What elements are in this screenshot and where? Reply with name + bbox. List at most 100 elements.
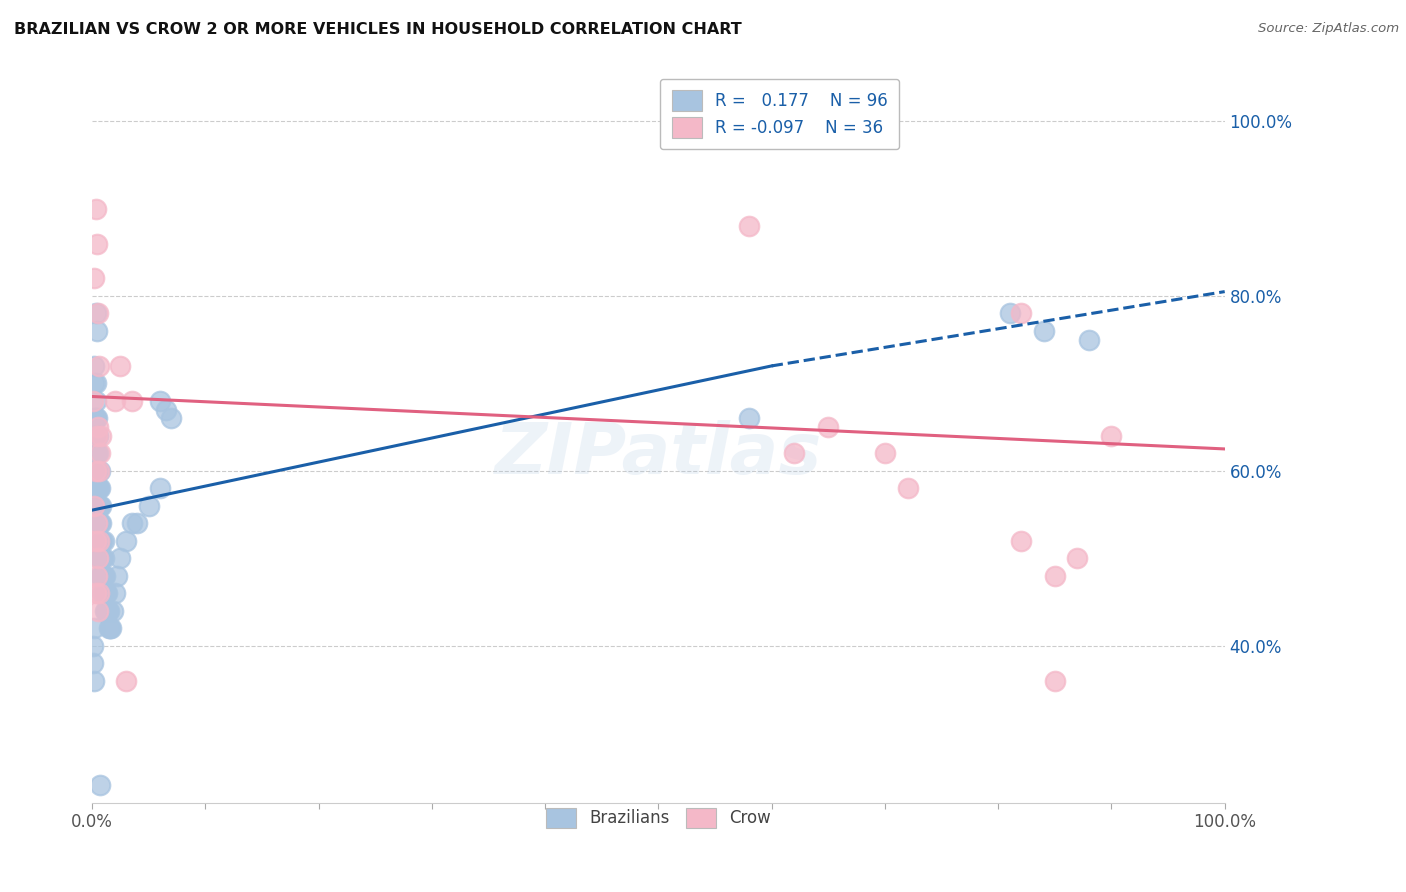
Point xyxy=(783,446,806,460)
Point xyxy=(82,508,104,522)
Point xyxy=(87,516,110,531)
Point xyxy=(83,499,105,513)
Point xyxy=(84,306,107,320)
Point xyxy=(87,429,110,443)
Point xyxy=(87,359,110,373)
Point xyxy=(86,324,108,338)
Point xyxy=(149,481,172,495)
Text: ZIPatlas: ZIPatlas xyxy=(495,420,823,489)
Point xyxy=(89,551,111,566)
Point xyxy=(100,621,122,635)
Point xyxy=(89,568,111,582)
Point xyxy=(93,604,115,618)
Point xyxy=(82,490,104,504)
Point xyxy=(87,533,110,548)
Point xyxy=(98,621,121,635)
Point xyxy=(94,604,117,618)
Point xyxy=(115,673,138,688)
Point xyxy=(84,446,107,460)
Point xyxy=(84,586,107,600)
Point xyxy=(89,499,111,513)
Point xyxy=(1043,673,1066,688)
Point xyxy=(93,586,115,600)
Point xyxy=(83,271,105,285)
Point xyxy=(89,446,111,460)
Point xyxy=(94,586,117,600)
Point xyxy=(738,411,761,425)
Point xyxy=(82,393,104,408)
Point xyxy=(138,499,160,513)
Point xyxy=(87,481,110,495)
Point xyxy=(83,464,105,478)
Point xyxy=(155,402,177,417)
Point xyxy=(91,533,114,548)
Point xyxy=(84,393,107,408)
Point xyxy=(84,499,107,513)
Point xyxy=(98,604,121,618)
Point xyxy=(87,551,110,566)
Point xyxy=(96,586,118,600)
Point xyxy=(84,533,107,548)
Point xyxy=(738,219,761,233)
Point xyxy=(91,586,114,600)
Point xyxy=(87,464,110,478)
Point xyxy=(84,464,107,478)
Text: BRAZILIAN VS CROW 2 OR MORE VEHICLES IN HOUSEHOLD CORRELATION CHART: BRAZILIAN VS CROW 2 OR MORE VEHICLES IN … xyxy=(14,22,742,37)
Point xyxy=(87,481,110,495)
Point xyxy=(89,779,111,793)
Point xyxy=(93,568,115,582)
Point xyxy=(83,621,105,635)
Point xyxy=(84,516,107,531)
Point xyxy=(86,516,108,531)
Point xyxy=(817,420,839,434)
Point xyxy=(97,604,120,618)
Point xyxy=(83,481,105,495)
Point xyxy=(90,516,112,531)
Point xyxy=(82,481,104,495)
Point xyxy=(1010,533,1032,548)
Point xyxy=(86,411,108,425)
Point xyxy=(83,429,105,443)
Point xyxy=(87,446,110,460)
Point xyxy=(84,202,107,216)
Point xyxy=(83,376,105,391)
Point xyxy=(86,516,108,531)
Point xyxy=(86,568,108,582)
Point xyxy=(84,429,107,443)
Point xyxy=(90,499,112,513)
Point xyxy=(84,411,107,425)
Point xyxy=(82,656,104,670)
Point xyxy=(93,551,115,566)
Point xyxy=(96,604,118,618)
Point xyxy=(127,516,149,531)
Point xyxy=(160,411,183,425)
Point xyxy=(101,604,124,618)
Point xyxy=(110,551,132,566)
Point xyxy=(98,621,121,635)
Point xyxy=(84,464,107,478)
Point xyxy=(1010,306,1032,320)
Point xyxy=(1066,551,1088,566)
Point xyxy=(91,568,114,582)
Point xyxy=(83,499,105,513)
Point xyxy=(121,393,143,408)
Point xyxy=(86,429,108,443)
Point xyxy=(83,446,105,460)
Point xyxy=(90,533,112,548)
Point xyxy=(104,393,127,408)
Point xyxy=(121,516,143,531)
Text: Source: ZipAtlas.com: Source: ZipAtlas.com xyxy=(1258,22,1399,36)
Point xyxy=(86,429,108,443)
Legend: Brazilians, Crow: Brazilians, Crow xyxy=(538,801,778,835)
Point xyxy=(87,306,110,320)
Point xyxy=(86,499,108,513)
Point xyxy=(83,411,105,425)
Point xyxy=(93,586,115,600)
Point xyxy=(87,420,110,434)
Point xyxy=(90,568,112,582)
Point xyxy=(1043,568,1066,582)
Point xyxy=(87,464,110,478)
Point xyxy=(82,464,104,478)
Point xyxy=(149,393,172,408)
Point xyxy=(104,586,127,600)
